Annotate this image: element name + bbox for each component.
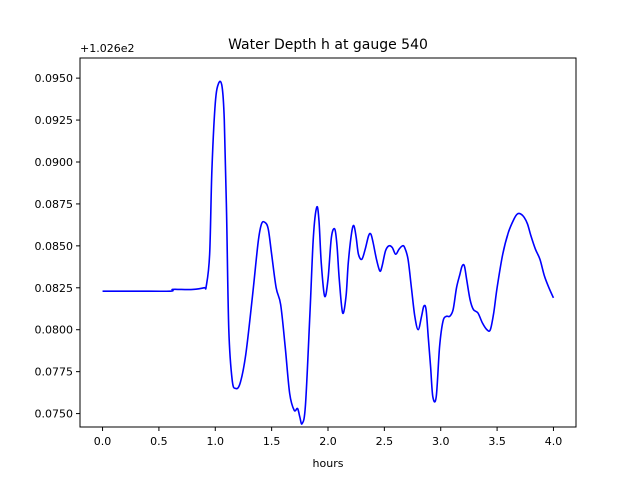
y-tick-label: 0.0800 <box>35 324 74 337</box>
chart-title: Water Depth h at gauge 540 <box>228 37 428 53</box>
y-tick-label: 0.0750 <box>35 408 74 421</box>
y-tick-label: 0.0825 <box>35 282 74 295</box>
x-tick-label: 0.0 <box>94 435 112 448</box>
plot-area: 0.0 0.5 1.0 1.5 2.0 2.5 3.0 3.5 4.0 0.0750 0.0775… <box>35 57 577 448</box>
y-tick-label: 0.0875 <box>35 198 74 211</box>
y-tick-label: 0.0925 <box>35 114 74 127</box>
series-line <box>102 80 555 425</box>
x-tick-label: 2.5 <box>376 435 394 448</box>
series-layer <box>102 80 555 425</box>
y-axis: 0.0750 0.0775 0.0800 0.0825 0.0850 0.0875 0.09… <box>35 72 80 421</box>
x-tick-label: 3.0 <box>432 435 450 448</box>
x-axis-label: hours <box>313 457 344 470</box>
x-tick-label: 0.5 <box>150 435 168 448</box>
x-tick-label: 4.0 <box>545 435 563 448</box>
x-tick-label: 3.5 <box>488 435 506 448</box>
y-tick-label: 0.0850 <box>35 240 74 253</box>
y-tick-label: 0.0900 <box>35 156 74 169</box>
x-tick-label: 2.0 <box>319 435 337 448</box>
x-tick-label: 1.0 <box>207 435 225 448</box>
y-tick-label: 0.0950 <box>35 72 74 85</box>
y-tick-label: 0.0775 <box>35 366 74 379</box>
x-tick-label: 1.5 <box>263 435 281 448</box>
axes-frame <box>79 57 577 428</box>
x-axis: 0.0 0.5 1.0 1.5 2.0 2.5 3.0 3.5 4.0 <box>94 427 562 448</box>
y-offset-label: +1.026e2 <box>80 42 134 55</box>
